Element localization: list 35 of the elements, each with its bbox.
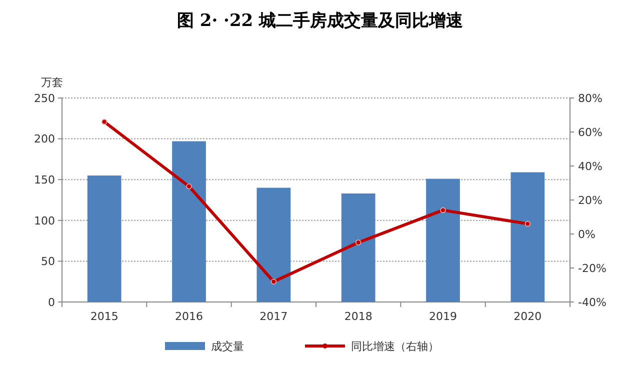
legend-label: 成交量 (211, 340, 244, 353)
y2-tick-label: 40% (578, 160, 602, 173)
y-tick-label: 200 (34, 132, 55, 146)
point (355, 240, 362, 246)
bar (426, 178, 460, 302)
x-tick-label: 2016 (175, 310, 203, 323)
point (440, 207, 446, 214)
x-tick-label: 2018 (344, 310, 372, 323)
y2-tick-label: -40% (578, 296, 606, 309)
x-tick-label: 2019 (429, 310, 457, 323)
point (270, 278, 277, 284)
y-tick-label: 50 (41, 255, 55, 268)
y-tick-label: 150 (34, 173, 55, 186)
x-tick-label: 2015 (90, 310, 118, 323)
point (101, 118, 108, 125)
y-tick-label: 0 (48, 296, 55, 309)
bar (256, 188, 291, 302)
bar (87, 176, 122, 302)
y-tick-label: 100 (34, 214, 55, 228)
y2-tick-label: 20% (578, 194, 602, 207)
legend-label: 同比增速（右轴） (351, 340, 439, 353)
bar (510, 172, 545, 302)
y2-tick-label: -20% (578, 262, 606, 275)
point (524, 220, 531, 227)
chart-title: 图 2· ·22 城二手房成交量及同比增速 (176, 11, 464, 31)
y-tick-label: 250 (34, 92, 55, 105)
y2-tick-label: 0% (578, 228, 596, 241)
y2-tick-label: 80% (578, 92, 602, 105)
y2-tick-label: 60% (578, 126, 602, 139)
bar (172, 141, 206, 302)
x-tick-label: 2017 (260, 310, 288, 323)
x-tick-label: 2020 (514, 310, 542, 323)
bar (341, 193, 376, 302)
point (186, 184, 192, 190)
y-axis-title: 万套 (41, 76, 63, 89)
